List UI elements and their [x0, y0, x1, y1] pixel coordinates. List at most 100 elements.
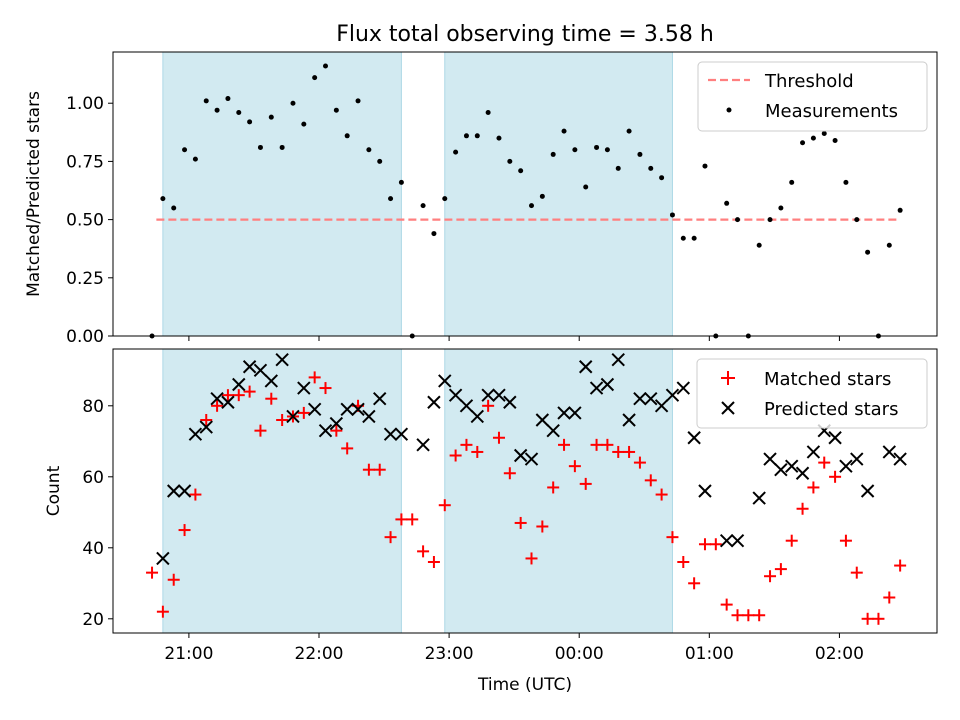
matched-star-point: [211, 399, 224, 412]
matched-star-point: [785, 534, 798, 547]
marker-stroke: [481, 388, 495, 402]
matched-star-point: [492, 431, 505, 444]
predicted-star-point: [535, 413, 550, 427]
predicted-star-point: [167, 484, 181, 498]
matched-star-point: [698, 538, 711, 551]
matched-star-point: [146, 566, 159, 579]
y-tick-label: 40: [82, 539, 104, 559]
y-tick-label: 1.00: [66, 94, 104, 114]
measurement-point: [485, 110, 491, 116]
measurement-point: [637, 151, 643, 157]
predicted-star-point: [427, 395, 441, 409]
measurement-point: [366, 147, 372, 153]
top-legend: Threshold Measurements: [697, 61, 928, 132]
matched-star-point: [460, 438, 473, 451]
predicted-star-point: [481, 388, 495, 402]
marker-stroke: [242, 360, 257, 374]
matched-star-point: [666, 531, 679, 544]
matched-star-point: [297, 406, 310, 419]
measurement-point: [333, 107, 339, 113]
marker-stroke: [329, 416, 344, 431]
top-x-axis-ticks: [188, 336, 840, 341]
matched-star-point: [536, 520, 549, 533]
predicted-stars-points: [156, 352, 907, 566]
measurement-point: [626, 128, 632, 134]
predicted-star-point: [242, 360, 257, 374]
predicted-star-point: [644, 391, 658, 406]
predicted-star-point: [719, 533, 734, 548]
predicted-star-point: [546, 423, 560, 438]
measurement-point: [214, 107, 220, 113]
marker-stroke: [492, 388, 506, 402]
matched-star-point: [341, 442, 354, 455]
predicted-star-point: [752, 491, 766, 505]
marker-stroke: [676, 381, 691, 395]
predicted-star-point: [893, 452, 907, 466]
y-tick-label: 60: [82, 468, 104, 488]
measurement-point: [843, 179, 849, 185]
legend-matched-label: Matched stars: [764, 369, 891, 390]
predicted-star-point: [340, 402, 354, 417]
marker-stroke: [839, 459, 853, 473]
legend-predicted-swatch: [721, 401, 735, 415]
measurement-point: [225, 96, 231, 102]
predicted-star-point: [698, 484, 712, 498]
matched-star-point: [406, 513, 419, 526]
matched-star-point: [547, 481, 560, 494]
marker-stroke: [362, 409, 376, 424]
predicted-star-point: [459, 399, 474, 413]
measurement-point: [778, 205, 784, 211]
marker-stroke: [199, 420, 213, 434]
predicted-star-point: [524, 452, 539, 466]
matched-star-point: [655, 488, 668, 501]
matched-star-point: [503, 467, 516, 480]
marker-stroke: [210, 391, 224, 406]
matched-star-point: [178, 524, 191, 537]
predicted-star-point: [177, 484, 192, 498]
measurement-point: [615, 165, 621, 171]
marker-stroke: [394, 427, 409, 441]
matched-star-point: [427, 556, 440, 568]
y-tick-label: 0.50: [66, 211, 104, 231]
matched-star-point: [883, 591, 896, 604]
measurement-point: [865, 249, 871, 255]
bottom-y-axis-ticks: 20 40 60 80: [82, 397, 113, 630]
marker-stroke: [763, 452, 777, 466]
measurement-point: [821, 130, 827, 136]
measurement-point: [702, 163, 708, 169]
matched-star-point: [319, 382, 332, 395]
marker-stroke: [687, 431, 701, 445]
predicted-star-point: [188, 427, 203, 441]
matched-star-point: [514, 516, 527, 529]
marker-stroke: [427, 395, 441, 409]
measurement-point: [572, 147, 578, 153]
measurement-point: [561, 128, 567, 134]
y-tick-label: 0.75: [66, 152, 104, 172]
matched-star-point: [276, 414, 289, 426]
marker-stroke: [850, 452, 864, 466]
matched-star-point: [568, 460, 581, 473]
y-tick-label: 80: [82, 397, 104, 417]
matched-star-point: [590, 438, 603, 451]
matched-star-point: [818, 456, 831, 469]
predicted-star-point: [394, 427, 409, 441]
bottom-x-axis-ticks: 21:00 22:00 23:00 00:00 01:00 02:00: [164, 633, 864, 664]
measurement-point: [247, 119, 253, 125]
measurement-point: [431, 231, 437, 237]
matched-star-point: [753, 609, 766, 622]
marker-stroke: [893, 452, 907, 466]
measurement-point: [279, 144, 285, 150]
matched-star-point: [796, 502, 809, 515]
measurement-point: [529, 203, 535, 209]
matched-star-point: [243, 385, 256, 398]
matched-star-point: [829, 470, 842, 483]
x-tick-label: 00:00: [555, 644, 604, 664]
marker-stroke: [535, 413, 550, 427]
matched-star-point: [221, 389, 234, 402]
measurement-point: [301, 121, 307, 127]
measurement-point: [659, 175, 665, 181]
predicted-star-point: [199, 420, 213, 434]
predicted-star-point: [448, 388, 463, 402]
measurement-point: [854, 217, 860, 223]
bottom-y-axis-label: Count: [44, 465, 64, 516]
